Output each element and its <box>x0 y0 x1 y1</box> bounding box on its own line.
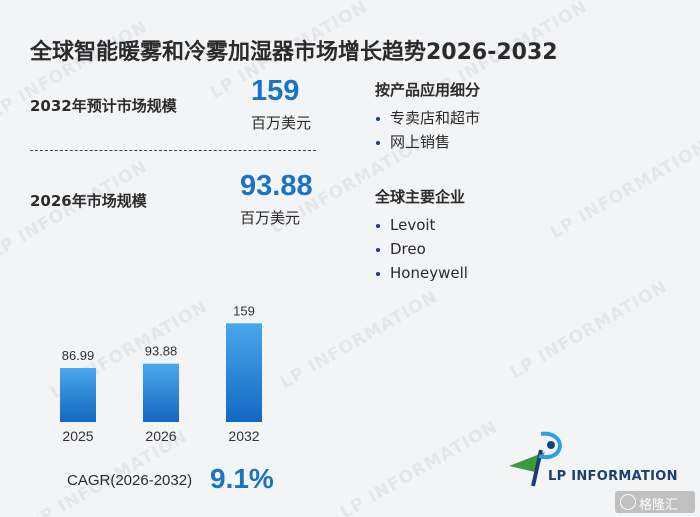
source-badge <box>615 491 695 513</box>
forecast-value: 159 <box>251 75 300 107</box>
x-tick-label: 2025 <box>62 428 93 444</box>
x-tick-label: 2032 <box>228 428 259 444</box>
list-item: Honeywell <box>375 261 468 285</box>
lp-information-logo-icon <box>509 431 562 487</box>
cagr-label: CAGR(2026-2032) <box>67 472 193 489</box>
logo-text: LP INFORMATION <box>548 469 678 484</box>
page-title: 全球智能暖雾和冷雾加湿器市场增长趋势2026-2032 <box>30 40 558 65</box>
bar-2025 <box>60 368 96 422</box>
gelonghui-icon <box>620 494 636 510</box>
data-label: 159 <box>233 303 255 318</box>
bar-2032 <box>226 323 262 422</box>
base-value: 93.88 <box>240 170 313 202</box>
base-unit: 百万美元 <box>240 209 301 227</box>
list-item: 网上销售 <box>375 130 480 154</box>
list-item: Levoit <box>375 213 468 237</box>
x-tick-label: 2026 <box>145 428 176 444</box>
forecast-unit: 百万美元 <box>251 114 312 132</box>
companies-list: Levoit Dreo Honeywell <box>375 213 468 285</box>
forecast-label: 2032年预计市场规模 <box>30 97 177 115</box>
badge-text: 格隆汇 <box>639 498 679 513</box>
divider <box>30 150 316 151</box>
bar-2026 <box>143 363 179 422</box>
application-list: 专卖店和超市 网上销售 <box>375 106 480 154</box>
data-label: 93.88 <box>145 344 178 359</box>
list-item: 专卖店和超市 <box>375 106 480 130</box>
data-label: 86.99 <box>62 348 95 363</box>
list-item: Dreo <box>375 237 468 261</box>
application-heading: 按产品应用细分 <box>375 81 481 99</box>
companies-heading: 全球主要企业 <box>375 188 466 206</box>
base-label: 2026年市场规模 <box>30 192 147 210</box>
cagr-value: 9.1% <box>210 463 274 494</box>
